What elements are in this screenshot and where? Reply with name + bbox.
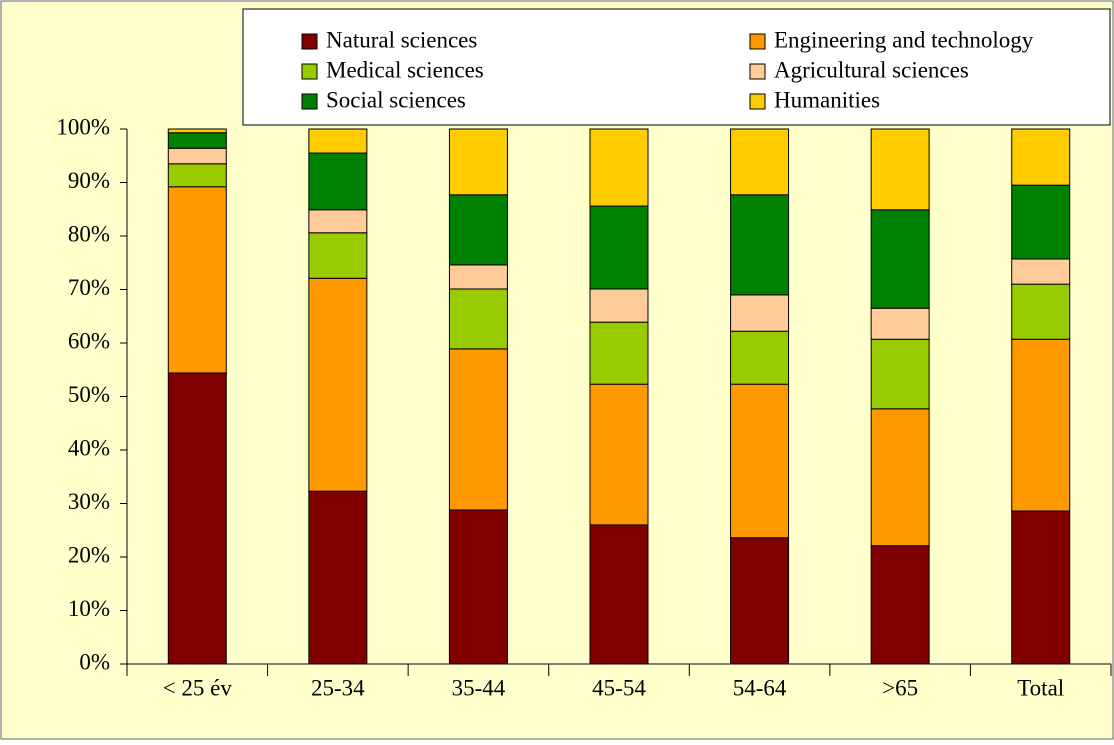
legend-swatch	[301, 93, 318, 110]
legend-swatch	[301, 33, 318, 50]
y-tick-label: 90%	[68, 168, 110, 193]
bar-segment	[730, 383, 790, 539]
y-tick-label: 70%	[68, 275, 110, 300]
bar-segment	[167, 186, 227, 374]
bar-segment	[448, 264, 508, 290]
bar-segment	[308, 128, 368, 154]
bar-segment	[589, 383, 649, 526]
bar-segment	[870, 545, 930, 665]
y-tick-label: 50%	[68, 382, 110, 407]
bar-segment	[167, 132, 227, 149]
bar-segment	[1011, 338, 1071, 512]
legend-swatch	[749, 93, 766, 110]
bar-segment	[1011, 510, 1071, 665]
bar-segment	[870, 338, 930, 410]
y-tick-label: 20%	[68, 542, 110, 567]
bar-segment	[730, 128, 790, 196]
bar-segment	[870, 408, 930, 547]
bar-segment	[1011, 184, 1071, 260]
bar-segment	[448, 288, 508, 350]
bar-segment	[870, 128, 930, 211]
legend-swatch	[301, 63, 318, 80]
y-tick-label: 0%	[79, 649, 110, 674]
x-tick-label: < 25 év	[163, 675, 233, 700]
bar-segment	[308, 209, 368, 234]
bar-segment	[589, 524, 649, 665]
bar-segment	[1011, 128, 1071, 186]
bar-segment	[448, 348, 508, 511]
x-tick-label: 25-34	[311, 675, 365, 700]
legend-label: Agricultural sciences	[774, 57, 969, 82]
y-tick-label: 80%	[68, 221, 110, 246]
bar-segment	[167, 163, 227, 188]
bar-segment	[448, 128, 508, 196]
y-tick-label: 100%	[56, 114, 110, 139]
legend-label: Engineering and technology	[774, 27, 1034, 52]
bar-segment	[167, 372, 227, 665]
bar-segment	[589, 128, 649, 207]
legend-box	[242, 8, 1111, 126]
bar-segment	[1011, 283, 1071, 340]
y-tick-label: 10%	[68, 596, 110, 621]
y-tick-label: 40%	[68, 435, 110, 460]
bar-segment	[308, 232, 368, 279]
bar-segment	[308, 490, 368, 665]
bar-segment	[870, 307, 930, 340]
y-tick-label: 60%	[68, 328, 110, 353]
bar-segment	[730, 330, 790, 385]
legend-swatch	[749, 63, 766, 80]
bar-segment	[448, 509, 508, 665]
x-tick-label: 54-64	[733, 675, 787, 700]
x-tick-label: Total	[1017, 675, 1064, 700]
bar-segment	[730, 294, 790, 332]
x-tick-label: 45-54	[592, 675, 646, 700]
y-tick-label: 30%	[68, 489, 110, 514]
bar-segment	[730, 194, 790, 296]
x-tick-label: >65	[882, 675, 918, 700]
bar-segment	[308, 277, 368, 492]
legend-label: Social sciences	[326, 87, 466, 112]
bar-segment	[870, 209, 930, 309]
bar-segment	[308, 152, 368, 211]
bar-segment	[589, 205, 649, 290]
legend-label: Humanities	[774, 87, 880, 112]
legend-swatch	[749, 33, 766, 50]
bar-segment	[167, 128, 227, 134]
bar-segment	[589, 288, 649, 323]
bar-segment	[589, 321, 649, 385]
bar-segment	[1011, 258, 1071, 285]
bar-segment	[730, 537, 790, 665]
legend-label: Natural sciences	[326, 27, 477, 52]
legend-label: Medical sciences	[326, 57, 484, 82]
bar-segment	[167, 147, 227, 165]
bar-segment	[448, 194, 508, 266]
x-tick-label: 35-44	[452, 675, 506, 700]
